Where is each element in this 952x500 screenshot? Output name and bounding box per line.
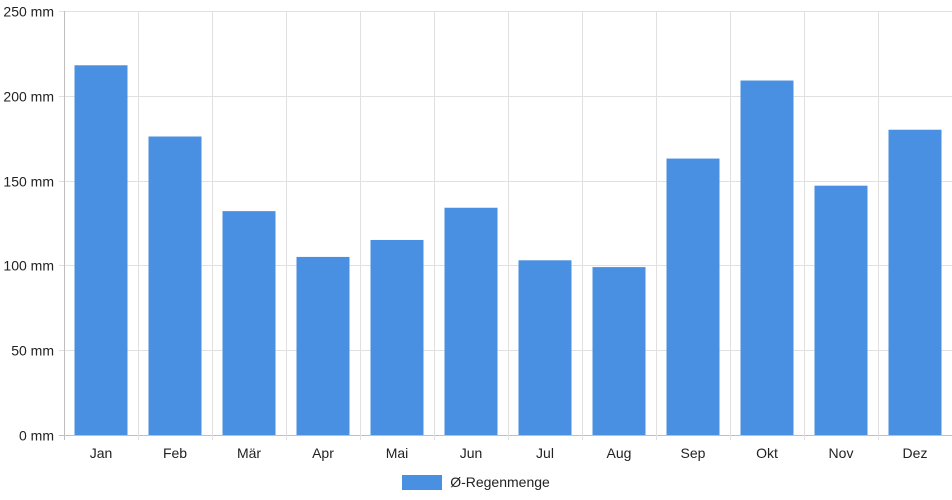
- bar: [148, 136, 202, 435]
- bars: [74, 65, 942, 435]
- legend: Ø-Regenmenge: [0, 470, 952, 494]
- bar: [370, 239, 424, 435]
- x-tick-label: Nov: [829, 445, 854, 461]
- y-tick-label: 250 mm: [3, 4, 54, 20]
- bar: [518, 260, 572, 435]
- x-tick-label: Jan: [90, 445, 113, 461]
- y-axis-labels: 0 mm 50 mm 100 mm 150 mm 200 mm 250 mm: [3, 4, 54, 444]
- x-tick-label: Mär: [237, 445, 261, 461]
- x-tick-label: Feb: [163, 445, 187, 461]
- legend-swatch: [402, 474, 443, 490]
- x-tick-label: Jul: [536, 445, 554, 461]
- x-tick-label: Okt: [756, 445, 778, 461]
- bar: [296, 256, 350, 435]
- bar: [888, 129, 942, 435]
- bar: [444, 207, 498, 435]
- x-tick-label: Apr: [312, 445, 334, 461]
- bar: [592, 267, 646, 435]
- bar: [814, 185, 868, 435]
- x-tick-label: Aug: [607, 445, 632, 461]
- bar: [740, 80, 794, 435]
- y-tick-label: 50 mm: [11, 343, 54, 359]
- x-axis-labels: Jan Feb Mär Apr Mai Jun Jul Aug Sep Okt Nov Dez: [90, 445, 928, 461]
- bar: [222, 211, 276, 435]
- x-tick-label: Mai: [386, 445, 409, 461]
- y-tick-label: 100 mm: [3, 258, 54, 274]
- x-tick-label: Jun: [460, 445, 483, 461]
- y-tick-label: 150 mm: [3, 174, 54, 190]
- bar: [74, 65, 128, 435]
- x-tick-label: Sep: [681, 445, 706, 461]
- y-tick-label: 0 mm: [19, 428, 54, 444]
- bar: [666, 158, 720, 435]
- gridlines: [59, 11, 952, 440]
- x-tick-label: Dez: [903, 445, 928, 461]
- legend-label: Ø-Regenmenge: [450, 474, 550, 490]
- y-tick-label: 200 mm: [3, 89, 54, 105]
